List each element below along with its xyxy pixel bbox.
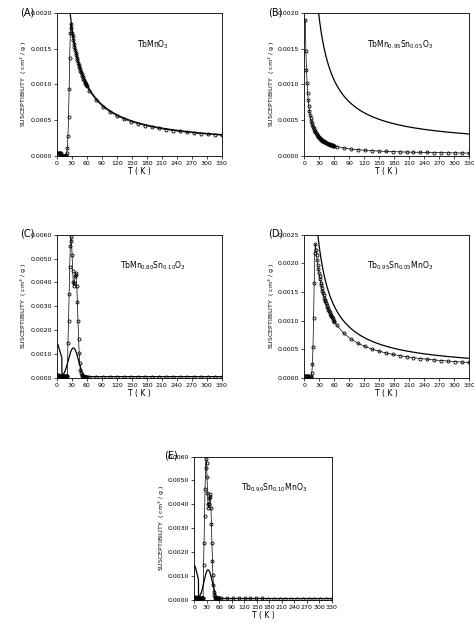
Y-axis label: SUSCEPTIBILITY  ( cm$^3$ / g ): SUSCEPTIBILITY ( cm$^3$ / g ) [156,485,166,571]
Text: (C): (C) [20,229,35,239]
Text: Tb$_{0.90}$Sn$_{0.10}$MnO$_3$: Tb$_{0.90}$Sn$_{0.10}$MnO$_3$ [241,482,307,494]
Y-axis label: SUSCEPTIBILITY  ( cm$^3$ / g ): SUSCEPTIBILITY ( cm$^3$ / g ) [266,263,276,349]
X-axis label: T ( K ): T ( K ) [375,167,398,176]
Y-axis label: SUSCEPTIBILITY  ( cm$^3$ / g ): SUSCEPTIBILITY ( cm$^3$ / g ) [266,41,276,128]
Y-axis label: SUSCEPTIBILITY  ( cm$^3$ / g ): SUSCEPTIBILITY ( cm$^3$ / g ) [19,263,29,349]
Text: TbMn$_{0.80}$Sn$_{0.10}$O$_3$: TbMn$_{0.80}$Sn$_{0.10}$O$_3$ [119,260,185,272]
X-axis label: T ( K ): T ( K ) [375,389,398,398]
Text: (D): (D) [268,229,283,239]
Text: TbMn$_{0.95}$Sn$_{0.05}$O$_3$: TbMn$_{0.95}$Sn$_{0.05}$O$_3$ [367,38,433,50]
Text: Tb$_{0.95}$Sn$_{0.05}$MnO$_3$: Tb$_{0.95}$Sn$_{0.05}$MnO$_3$ [367,260,433,272]
Text: TbMnO$_3$: TbMnO$_3$ [137,38,169,50]
Y-axis label: SUSCEPTIBILITY  ( cm$^3$ / g ): SUSCEPTIBILITY ( cm$^3$ / g ) [19,41,29,128]
X-axis label: T ( K ): T ( K ) [252,611,274,620]
X-axis label: T ( K ): T ( K ) [128,167,151,176]
Text: (B): (B) [268,7,283,17]
Text: (E): (E) [164,451,178,461]
Text: (A): (A) [20,7,35,17]
X-axis label: T ( K ): T ( K ) [128,389,151,398]
